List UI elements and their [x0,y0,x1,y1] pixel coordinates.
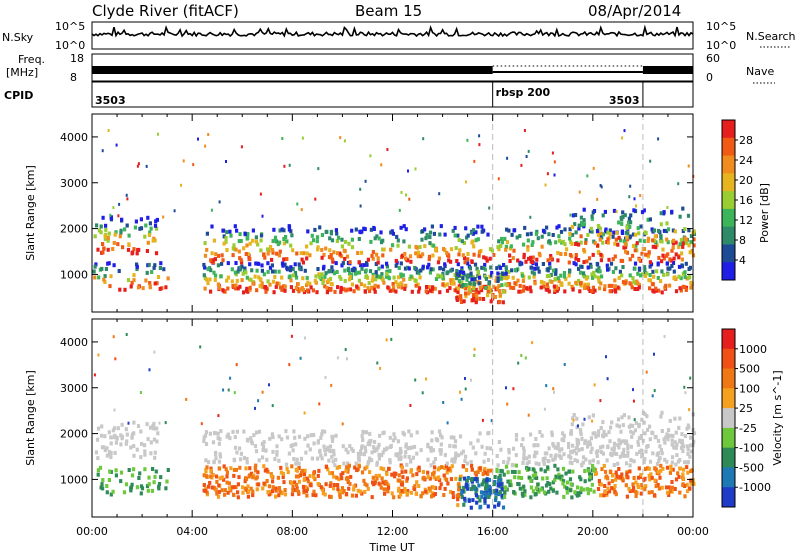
velocity-panel: 1000 2000 3000 4000 Slant Range [km] 1000 50… [24,318,784,518]
colorbar-tick-label: -1000 [739,481,771,494]
colorbar-swatch [722,120,735,139]
nsky-frame [91,21,694,50]
colorbar-swatch [722,348,735,370]
colorbar-swatch [722,447,735,468]
velocity-y-label: Slant Range [km] [24,370,37,466]
colorbar-swatch [722,262,735,281]
cpid-label: CPID [4,89,33,102]
nsky-trace [91,24,694,38]
colorbar-swatch [722,329,735,350]
colorbar-swatch [722,388,735,409]
nsearch-bottom-tick: 10^0 [706,39,736,52]
power-y-label: Slant Range [km] [24,165,37,261]
colorbar-swatch [722,191,735,210]
velocity-x-ticks [91,319,694,517]
colorbar-swatch [722,408,735,429]
nsky-strip: N.Sky 10^5 10^0 10^5 10^0 N.Search [2,20,796,52]
cpid-segment-rbsp: rbsp 200 [496,86,551,99]
colorbar-swatch [722,368,735,389]
y-tick-label: 3000 [60,177,88,190]
time-tick-label: 16:00 [477,525,509,538]
nsky-top-tick: 10^5 [55,20,85,33]
freq-label: Freq. [18,53,45,66]
date-title: 08/Apr/2014 [588,2,681,20]
colorbar-swatch [722,173,735,192]
y-tick-label: 3000 [60,382,88,395]
time-tick-label: 08:00 [276,525,308,538]
freq-unit: [MHz] [6,66,38,79]
time-tick-label: 04:00 [176,525,208,538]
y-tick-label: 1000 [60,473,88,486]
time-tick-label: 00:00 [76,525,108,538]
nsearch-label: N.Search [746,30,796,43]
time-tick-label: 20:00 [577,525,609,538]
colorbar-tick-label: 16 [739,194,753,207]
cpid-segment-3503-b: 3503 [609,94,640,107]
y-tick-label: 1000 [60,268,88,281]
colorbar-swatch [722,427,735,449]
freq-band-3503-a [92,66,493,74]
colorbar-swatch [722,487,735,508]
colorbar-swatch [722,226,735,245]
colorbar-swatch [722,467,735,488]
colorbar-swatch [722,155,735,174]
freq-band-rbsp [492,71,643,73]
colorbar-swatch [722,208,735,228]
freq-bottom-tick: 8 [70,71,77,84]
colorbar-tick-label: 28 [739,134,753,147]
cpid-segment-3503-a: 3503 [95,94,126,107]
colorbar-tick-label: 500 [739,363,760,376]
colorbar-swatch [722,137,735,157]
colorbar-tick-label: 24 [739,154,753,167]
nave-top-tick: 60 [706,52,720,65]
power-x-ticks [91,114,694,312]
time-axis-tick-labels: 00:00 04:00 08:00 12:00 16:00 20:00 00:00 [76,525,709,538]
power-colorbar-label: Power [dB] [758,183,771,243]
colorbar-tick-label: 1000 [739,343,767,356]
colorbar-tick-label: 25 [739,402,753,415]
colorbar-tick-label: 20 [739,174,753,187]
colorbar-tick-label: -100 [739,442,764,455]
colorbar-tick-label: -25 [739,422,757,435]
freq-strip: Freq. [MHz] 18 8 60 0 Nave [6,52,775,84]
freq-band-3503-b [642,66,693,74]
time-tick-label: 12:00 [377,525,409,538]
colorbar-tick-label: 12 [739,214,753,227]
nsky-label: N.Sky [2,31,34,44]
colorbar-tick-label: 100 [739,382,760,395]
power-colorbar: 4 8 12 16 20 24 28 [721,119,753,281]
y-tick-label: 4000 [60,336,88,349]
velocity-y-ticks: 1000 2000 3000 4000 [60,336,693,486]
power-scatter-data [92,114,696,312]
velocity-frame [91,318,694,518]
freq-top-tick: 18 [70,52,84,65]
time-tick-label: 00:00 [677,525,709,538]
cpid-frame [91,81,694,108]
velocity-colorbar-label: Velocity [m s^-1] [771,370,784,465]
colorbar-swatch [722,244,735,263]
nave-bottom-tick: 0 [706,71,713,84]
y-tick-label: 2000 [60,223,88,236]
power-panel: 1000 2000 3000 4000 Slant Range [km] 4 8 12 16… [24,113,771,313]
colorbar-tick-label: 4 [739,254,746,267]
nsearch-top-tick: 10^5 [706,20,736,33]
cpid-strip: CPID 3503 rbsp 200 3503 [4,81,694,108]
y-tick-label: 2000 [60,428,88,441]
colorbar-tick-label: 8 [739,234,746,247]
velocity-colorbar: 1000 500 100 25 -25 -100 -500 -1000 [721,328,771,508]
station-title: Clyde River (fitACF) [92,2,239,20]
velocity-scatter-data [93,319,697,517]
y-tick-label: 4000 [60,131,88,144]
beam-title: Beam 15 [355,2,422,20]
power-y-ticks: 1000 2000 3000 4000 [60,131,693,281]
colorbar-tick-label: -500 [739,461,764,474]
nsky-bottom-tick: 10^0 [55,39,85,52]
time-axis-label: Time UT [368,541,414,554]
colorbar-frame [721,328,736,508]
nave-label: Nave [746,65,774,78]
